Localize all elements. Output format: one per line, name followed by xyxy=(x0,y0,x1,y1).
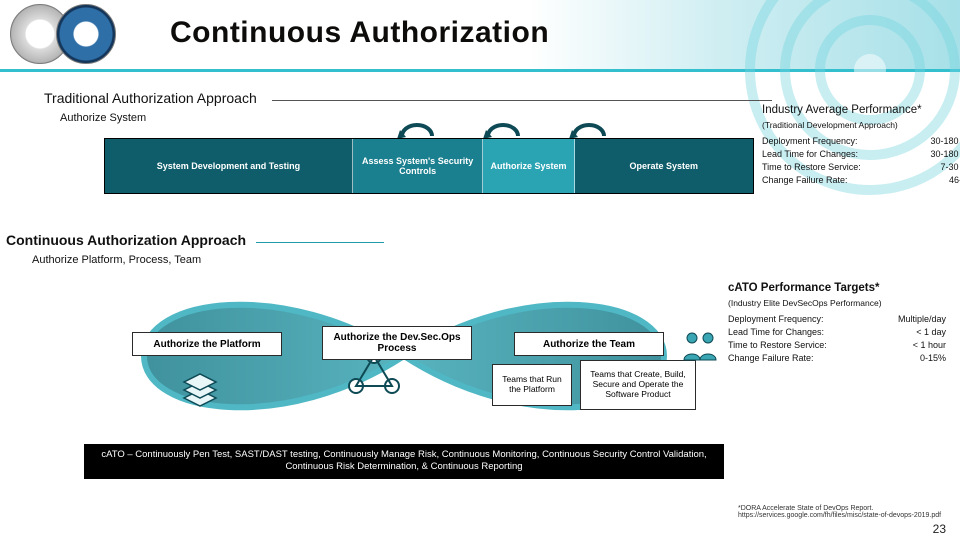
metrics-title: cATO Performance Targets* xyxy=(728,280,946,297)
metric-row: Lead Time for Changes: < 1 day xyxy=(728,326,946,339)
page-title: Continuous Authorization xyxy=(170,16,549,50)
metric-row: Change Failure Rate: 46-60% xyxy=(762,174,960,187)
metric-key: Lead Time for Changes: xyxy=(728,326,830,339)
pill-process: Authorize the Dev.Sec.Ops Process xyxy=(322,326,472,360)
metric-key: Time to Restore Service: xyxy=(728,339,833,352)
people-icon xyxy=(680,328,720,368)
slide-header: Continuous Authorization xyxy=(0,0,960,72)
metric-key: Deployment Frequency: xyxy=(762,135,864,148)
metric-value: Multiple/day xyxy=(898,313,946,326)
metric-key: Change Failure Rate: xyxy=(762,174,854,187)
metric-value: 46-60% xyxy=(949,174,960,187)
metric-key: Time to Restore Service: xyxy=(762,161,867,174)
pill-platform: Authorize the Platform xyxy=(132,332,282,356)
metric-row: Lead Time for Changes: 30-180 days xyxy=(762,148,960,161)
continuous-metrics: cATO Performance Targets* (Industry Elit… xyxy=(728,280,946,365)
section-rule xyxy=(272,100,772,101)
traditional-chain: System Development and TestingAssess Sys… xyxy=(104,138,754,194)
pill-team-build: Teams that Create, Build, Secure and Ope… xyxy=(580,360,696,410)
infinity-diagram: Authorize the Platform Authorize the Dev… xyxy=(84,278,724,434)
metric-row: Time to Restore Service: 7-30 days xyxy=(762,161,960,174)
metric-value: 30-180 days xyxy=(930,135,960,148)
traditional-section: Traditional Authorization Approach Autho… xyxy=(44,90,950,124)
metric-value: 30-180 days xyxy=(930,148,960,161)
chain-box: Authorize System xyxy=(483,139,574,193)
pill-team-run: Teams that Run the Platform xyxy=(492,364,572,406)
metric-row: Time to Restore Service: < 1 hour xyxy=(728,339,946,352)
chain-box: System Development and Testing xyxy=(104,139,353,193)
metric-key: Change Failure Rate: xyxy=(728,352,820,365)
slide-body: Traditional Authorization Approach Autho… xyxy=(0,72,960,540)
metrics-subtitle: (Traditional Development Approach) xyxy=(762,119,960,131)
metric-row: Change Failure Rate: 0-15% xyxy=(728,352,946,365)
chain-box: Assess System's Security Controls xyxy=(353,139,483,193)
cato-banner: cATO – Continuously Pen Test, SAST/DAST … xyxy=(84,444,724,479)
footnote: *DORA Accelerate State of DevOps Report.… xyxy=(738,505,948,520)
metric-value: 0-15% xyxy=(920,352,946,365)
seal-icon xyxy=(56,4,116,64)
metric-key: Deployment Frequency: xyxy=(728,313,830,326)
traditional-metrics: Industry Average Performance* (Tradition… xyxy=(762,102,960,187)
section-subtitle: Authorize Platform, Process, Team xyxy=(32,254,950,266)
pill-team: Authorize the Team xyxy=(514,332,664,356)
platform-stack-icon xyxy=(178,370,222,410)
metric-row: Deployment Frequency: 30-180 days xyxy=(762,135,960,148)
section-rule xyxy=(256,242,384,243)
section-title: Traditional Authorization Approach xyxy=(44,90,257,106)
logo-seals xyxy=(10,4,116,64)
metric-value: < 1 hour xyxy=(913,339,946,352)
metrics-title: Industry Average Performance* xyxy=(762,102,960,119)
metric-key: Lead Time for Changes: xyxy=(762,148,864,161)
metric-value: < 1 day xyxy=(916,326,946,339)
metric-row: Deployment Frequency: Multiple/day xyxy=(728,313,946,326)
continuous-section: Continuous Authorization Approach Author… xyxy=(6,232,950,266)
metric-value: 7-30 days xyxy=(940,161,960,174)
page-number: 23 xyxy=(933,522,946,536)
chain-box: Operate System xyxy=(575,139,754,193)
metrics-subtitle: (Industry Elite DevSecOps Performance) xyxy=(728,297,946,309)
section-title: Continuous Authorization Approach xyxy=(6,232,246,248)
